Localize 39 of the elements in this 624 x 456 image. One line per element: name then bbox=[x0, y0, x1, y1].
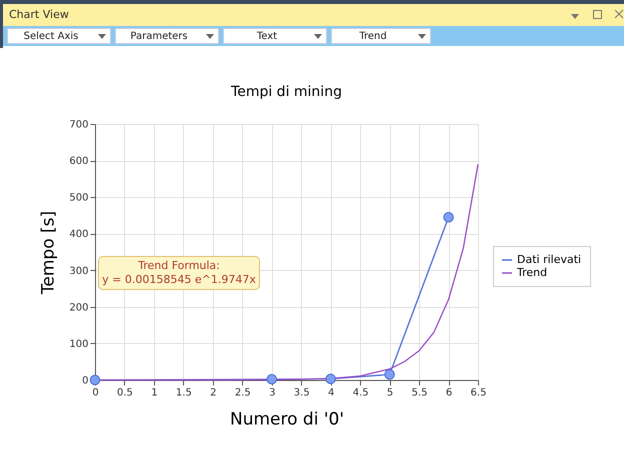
x-tick-label: 6.5 bbox=[470, 388, 486, 398]
text: Select Axis bbox=[22, 30, 80, 44]
text: Parameters bbox=[129, 30, 189, 44]
point bbox=[90, 374, 100, 386]
x-tick-label: 0.5 bbox=[117, 388, 133, 398]
y-tick-label: 400 bbox=[69, 229, 88, 240]
y-tick-label: 100 bbox=[69, 338, 88, 350]
annotation: Trend Formula: bbox=[137, 259, 221, 273]
x-axis-title: Numero di '0' bbox=[230, 410, 344, 430]
text: Trend bbox=[358, 30, 388, 44]
y-tick-label: 500 bbox=[69, 192, 88, 204]
y-tick-label: 0 bbox=[82, 376, 88, 386]
x-tick-label: 2.5 bbox=[234, 388, 251, 398]
x-tick-label: 2 bbox=[210, 388, 217, 398]
x-tick-label: 5 bbox=[386, 388, 394, 398]
legend-label: Trend bbox=[516, 266, 548, 279]
x-tick-label: 3 bbox=[269, 388, 276, 398]
y-axis-title: Tempo [s] bbox=[38, 210, 58, 296]
point bbox=[443, 212, 454, 222]
y-tick-label: 700 bbox=[69, 120, 88, 130]
x-tick-label: 4 bbox=[328, 388, 334, 398]
x-tick-label: 1.5 bbox=[176, 388, 192, 398]
point bbox=[384, 369, 395, 380]
y-tick-label: 600 bbox=[69, 156, 88, 168]
annotation: y = 0.00158545 e^1.9747x bbox=[101, 273, 257, 287]
x-tick-label: 0 bbox=[92, 388, 99, 398]
text: Text bbox=[256, 30, 278, 44]
y-tick-label: 300 bbox=[69, 266, 88, 277]
x-tick-label: 3.5 bbox=[294, 388, 310, 398]
text: Chart View bbox=[9, 8, 69, 21]
y-tick-label: 200 bbox=[69, 302, 88, 314]
x-tick-label: 6 bbox=[446, 388, 452, 398]
x-tick-label: 5.5 bbox=[412, 388, 428, 398]
x-tick-label: 4.5 bbox=[352, 388, 369, 398]
legend-label: Dati rilevati bbox=[517, 253, 582, 266]
point bbox=[266, 374, 278, 384]
point bbox=[325, 374, 336, 384]
x-tick-label: 1 bbox=[151, 388, 158, 398]
chart-title: Tempi di mining bbox=[230, 84, 342, 100]
